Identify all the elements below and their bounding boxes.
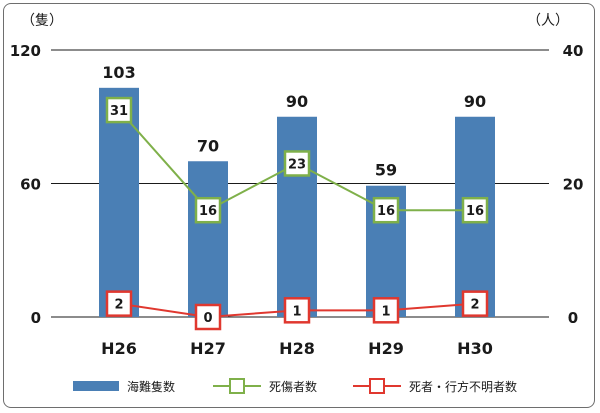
left-tick-label: 120 bbox=[10, 42, 41, 60]
legend-label: 死者・行方不明者数 bbox=[409, 379, 517, 394]
chart-frame: 31 16 23 16 16 2 0 1 1 2 （隻） （人） 0 60 120 0 20 40 103 70… bbox=[3, 3, 595, 408]
point-value-label: 1 bbox=[381, 304, 390, 319]
point-value-label: 1 bbox=[292, 304, 301, 319]
bar-value-label: 103 bbox=[102, 63, 135, 82]
left-axis-unit: （隻） bbox=[21, 13, 63, 29]
bars bbox=[99, 87, 495, 317]
point-value-label: 16 bbox=[199, 204, 217, 219]
category-label: H27 bbox=[190, 339, 226, 358]
right-tick-label: 40 bbox=[563, 42, 584, 60]
bar-value-label: 90 bbox=[286, 92, 308, 111]
point-value-label: 31 bbox=[110, 104, 128, 119]
bar bbox=[277, 116, 317, 317]
point-marker bbox=[105, 290, 133, 317]
right-tick-label: 0 bbox=[568, 309, 578, 327]
legend-label: 海難隻数 bbox=[127, 379, 175, 394]
legend-swatch bbox=[73, 381, 119, 391]
legend-marker bbox=[369, 378, 385, 394]
point-value-label: 0 bbox=[203, 311, 212, 326]
point-marker bbox=[194, 196, 222, 224]
bar bbox=[188, 161, 228, 317]
legend-label: 死傷者数 bbox=[269, 379, 317, 394]
point-marker bbox=[194, 303, 222, 331]
point-value-label: 23 bbox=[288, 157, 306, 172]
category-label: H29 bbox=[368, 339, 404, 358]
bar-value-label: 70 bbox=[197, 136, 219, 155]
point-marker bbox=[461, 196, 489, 224]
bar-value-label: 90 bbox=[464, 92, 486, 111]
point-marker bbox=[372, 196, 400, 224]
legend: 海難隻数 死傷者数 死者・行方不明者数 bbox=[73, 378, 517, 394]
lines: 31 16 23 16 16 2 0 1 1 2 bbox=[105, 96, 489, 331]
point-marker bbox=[105, 96, 133, 124]
point-marker bbox=[283, 150, 311, 177]
point-value-label: 16 bbox=[377, 204, 395, 219]
point-value-label: 16 bbox=[466, 204, 484, 219]
point-marker bbox=[461, 290, 489, 317]
right-axis-unit: （人） bbox=[527, 13, 569, 29]
point-marker bbox=[372, 297, 400, 324]
point-value-label: 2 bbox=[470, 298, 479, 313]
bar-value-label: 59 bbox=[375, 161, 397, 180]
point-marker bbox=[283, 297, 311, 324]
category-label: H28 bbox=[279, 339, 315, 358]
left-tick-label: 60 bbox=[20, 176, 41, 194]
right-tick-label: 20 bbox=[563, 176, 584, 194]
point-value-label: 2 bbox=[114, 298, 123, 313]
left-tick-label: 0 bbox=[31, 309, 41, 327]
legend-marker bbox=[229, 378, 245, 394]
category-label: H30 bbox=[457, 339, 493, 358]
category-label: H26 bbox=[101, 339, 137, 358]
